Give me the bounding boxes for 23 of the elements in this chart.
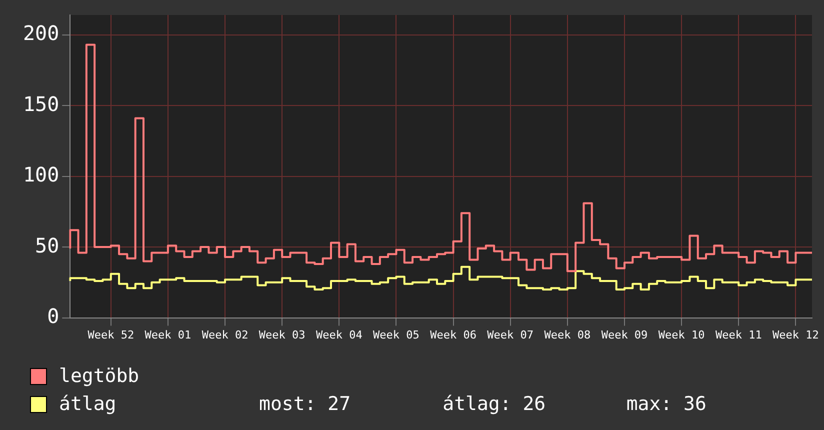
x-tick-label: Week 03 (258, 328, 306, 342)
x-tick-label: Week 09 (601, 328, 648, 342)
x-tick-label: Week 04 (316, 328, 363, 342)
x-tick-label: Week 52 (88, 328, 134, 342)
x-tick-label: Week 06 (430, 328, 476, 342)
x-tick-label: Week 11 (715, 328, 762, 342)
y-tick-label: 50 (35, 233, 60, 258)
y-tick-label: 150 (23, 92, 60, 116)
x-tick-label: Week 02 (202, 328, 248, 342)
text: átlag: 26 (442, 393, 547, 415)
legend-label: átlag (59, 393, 118, 415)
y-tick-label: 100 (23, 162, 60, 187)
x-tick-label: Week 08 (544, 328, 591, 342)
y-tick-label: 200 (23, 21, 60, 46)
legend-label: legtöbb (59, 365, 140, 387)
x-tick-label: Week 12 (772, 328, 819, 342)
x-tick-label: Week 01 (144, 328, 192, 342)
text: max: 36 (626, 393, 708, 415)
x-tick-label: Week 05 (373, 328, 420, 342)
x-tick-label: Week 10 (658, 328, 705, 342)
y-tick-label: 0 (47, 304, 60, 328)
text: most: 27 (259, 393, 352, 415)
x-tick-label: Week 07 (487, 328, 534, 342)
